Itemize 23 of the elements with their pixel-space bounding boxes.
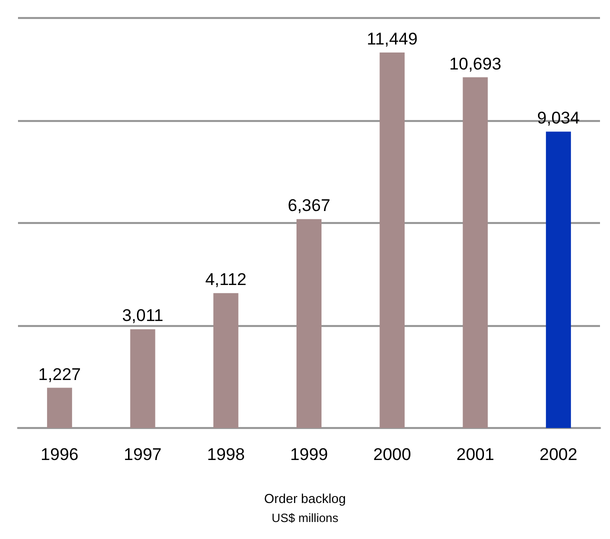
- x-tick-label: 1999: [290, 445, 328, 464]
- data-label: 1,227: [38, 364, 81, 384]
- bar: [296, 219, 322, 428]
- text: Order backlog: [264, 491, 346, 506]
- bar: [213, 293, 238, 428]
- x-tick-label: 2000: [373, 445, 412, 464]
- x-tick-label: 2001: [456, 445, 494, 464]
- data-label: 3,011: [122, 306, 164, 326]
- bar: [380, 52, 405, 428]
- data-label: 4,112: [205, 270, 246, 290]
- bar: [462, 77, 488, 428]
- x-tick-label: 2002: [540, 445, 578, 464]
- bar: [47, 388, 72, 428]
- bar: [130, 329, 156, 428]
- text: US$ millions: [272, 511, 338, 525]
- data-label: 9,034: [537, 108, 580, 128]
- x-tick-label: 1996: [40, 445, 78, 464]
- data-label: 6,367: [288, 196, 330, 216]
- data-label: 11,449: [366, 29, 418, 48]
- bar: [546, 132, 571, 428]
- data-label: 10,693: [449, 54, 502, 74]
- x-tick-label: 1998: [206, 445, 245, 464]
- x-tick-label: 1997: [124, 445, 162, 464]
